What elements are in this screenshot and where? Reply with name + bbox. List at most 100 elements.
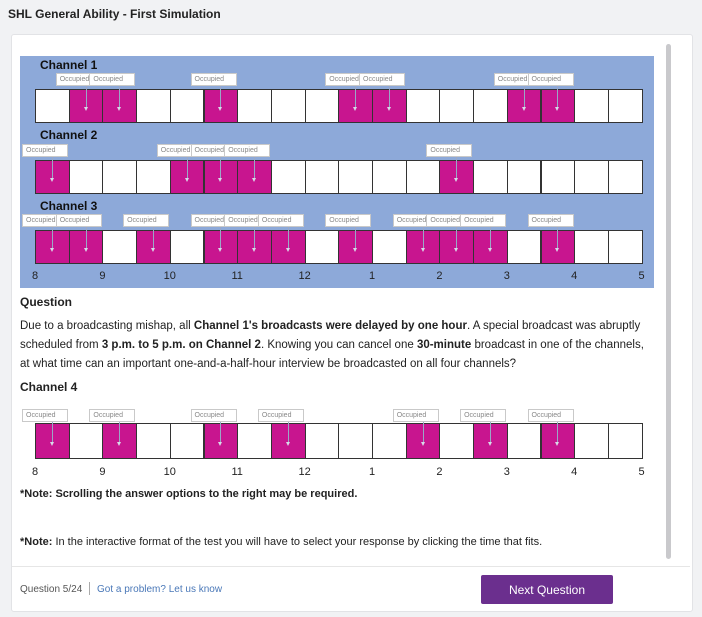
channel-3-free-slot bbox=[304, 230, 340, 264]
channel-3-pointer-arrow bbox=[252, 227, 257, 252]
channel-1-pointer-arrow bbox=[555, 86, 560, 111]
channel-1-pointer-arrow bbox=[353, 86, 358, 111]
channel-3-title: Channel 3 bbox=[40, 199, 98, 213]
scroll-note: *Note: Scrolling the answer options to t… bbox=[20, 488, 358, 500]
question-heading: Question bbox=[20, 295, 73, 309]
channel-3-pointer-arrow bbox=[150, 227, 155, 252]
channel-1-free-slot bbox=[574, 89, 609, 123]
schedule-time-tick: 4 bbox=[571, 270, 578, 282]
channel-3-pointer-arrow bbox=[420, 227, 425, 252]
channel-1-free-slot bbox=[439, 89, 475, 123]
channel-2-free-slot bbox=[540, 160, 576, 194]
channel-1-pointer-arrow bbox=[521, 86, 526, 111]
question-counter: Question 5/24 bbox=[20, 584, 83, 595]
channel-4-occupied-label: Occupied bbox=[527, 409, 574, 422]
channel-4-pointer-arrow bbox=[49, 422, 54, 446]
channel-4-free-slot[interactable] bbox=[237, 423, 272, 459]
app-title: SHL General Ability - First Simulation bbox=[8, 7, 221, 21]
channel-4-pointer-arrow bbox=[117, 422, 122, 446]
channel-4-occupied-label: Occupied bbox=[190, 409, 237, 422]
channel-4-free-slot[interactable] bbox=[68, 423, 104, 459]
footer-divider bbox=[12, 566, 690, 567]
channel-1-free-slot bbox=[405, 89, 441, 123]
question-emphasis: 3 p.m. to 5 p.m. on Channel 2 bbox=[101, 339, 261, 351]
channel-3-pointer-arrow bbox=[49, 227, 54, 252]
channel-4-occupied-label: Occupied bbox=[460, 409, 507, 422]
question-text-part: Due to a broadcasting mishap, all bbox=[20, 320, 194, 332]
schedule-time-tick: 11 bbox=[231, 270, 243, 282]
channel-4-free-slot[interactable] bbox=[136, 423, 171, 459]
channel-3-free-slot bbox=[102, 230, 138, 264]
channel-3-occupied-label: Occupied bbox=[527, 214, 574, 227]
question-emphasis: 30-minute bbox=[416, 339, 472, 351]
channel-3-occupied-label: Occupied bbox=[123, 214, 170, 227]
channel-4-pointer-arrow bbox=[555, 422, 560, 446]
channel-3-free-slot bbox=[506, 230, 542, 264]
channel4-time-tick: 9 bbox=[99, 466, 106, 478]
scrollbar[interactable] bbox=[666, 44, 671, 559]
channel-2-free-slot bbox=[372, 160, 407, 194]
schedule-time-tick: 8 bbox=[31, 270, 39, 282]
channel4-time-tick: 8 bbox=[31, 466, 39, 478]
schedule-time-tick: 10 bbox=[163, 270, 176, 282]
channel-3-free-slot bbox=[607, 230, 643, 264]
channel-2-free-slot bbox=[102, 160, 138, 194]
channel-1-free-slot bbox=[136, 89, 171, 123]
channel-4-free-slot[interactable] bbox=[372, 423, 407, 459]
channel-1-occupied-label: Occupied bbox=[89, 73, 136, 86]
channel-1-title: Channel 1 bbox=[40, 58, 98, 72]
channel-4-free-slot[interactable] bbox=[506, 423, 542, 459]
channel-4-free-slot[interactable] bbox=[607, 423, 643, 459]
schedule-time-tick: 12 bbox=[298, 270, 311, 282]
channel-3-occupied-label: Occupied bbox=[325, 214, 372, 227]
channel-4-pointer-arrow bbox=[285, 422, 290, 446]
channel-3-free-slot bbox=[169, 230, 205, 264]
channel-1-occupied-label: Occupied bbox=[527, 73, 574, 86]
channel-2-pointer-arrow bbox=[49, 157, 54, 182]
schedule-time-tick: 9 bbox=[99, 270, 106, 282]
channel-4-occupied-label: Occupied bbox=[392, 409, 439, 422]
schedule-time-tick: 1 bbox=[368, 270, 376, 282]
question-text-part: . A special broadcast was abruptly sched… bbox=[20, 320, 641, 351]
channel-1-occupied-label: Occupied bbox=[190, 73, 237, 86]
channel-2-free-slot bbox=[607, 160, 643, 194]
schedule-time-tick: 2 bbox=[436, 270, 443, 282]
channel4-time-tick: 10 bbox=[163, 466, 176, 478]
interactive-note-text: In the interactive format of the test yo… bbox=[52, 536, 543, 548]
channel-1-free-slot bbox=[473, 89, 508, 123]
channel-3-pointer-arrow bbox=[555, 227, 560, 252]
channel-2-pointer-arrow bbox=[218, 157, 223, 182]
channel-4-free-slot[interactable] bbox=[439, 423, 475, 459]
interactive-note-prefix: *Note: bbox=[20, 536, 53, 548]
channel-1-pointer-arrow bbox=[117, 86, 122, 111]
channel-4-occupied-label: Occupied bbox=[257, 409, 304, 422]
schedule-time-tick: 5 bbox=[638, 270, 645, 282]
channel-2-pointer-arrow bbox=[252, 157, 257, 182]
channel-4-pointer-arrow bbox=[487, 422, 492, 446]
next-question-button[interactable]: Next Question bbox=[481, 575, 613, 604]
problem-link[interactable]: Got a problem? Let us know bbox=[97, 584, 223, 595]
channel-4-pointer-arrow bbox=[218, 422, 223, 446]
channel-4-pointer-arrow bbox=[420, 422, 425, 446]
channel4-time-tick: 2 bbox=[436, 466, 443, 478]
channel-1-pointer-arrow bbox=[83, 86, 88, 111]
footer-separator bbox=[89, 582, 90, 595]
channel-2-free-slot bbox=[405, 160, 441, 194]
channel-3-pointer-arrow bbox=[218, 227, 223, 252]
channel-3-occupied-label: Occupied bbox=[257, 214, 304, 227]
channel4-time-tick: 11 bbox=[231, 466, 243, 478]
channel-2-free-slot bbox=[68, 160, 104, 194]
channel4-time-tick: 5 bbox=[638, 466, 645, 478]
channel4-heading: Channel 4 bbox=[20, 380, 78, 394]
channel-3-pointer-arrow bbox=[454, 227, 459, 252]
channel-4-free-slot[interactable] bbox=[574, 423, 609, 459]
channel-4-free-slot[interactable] bbox=[304, 423, 340, 459]
channel-3-pointer-arrow bbox=[285, 227, 290, 252]
channel-1-free-slot bbox=[607, 89, 643, 123]
channel-2-free-slot bbox=[473, 160, 508, 194]
channel-2-occupied-label: Occupied bbox=[426, 144, 473, 157]
channel-3-pointer-arrow bbox=[487, 227, 492, 252]
channel-4-free-slot[interactable] bbox=[338, 423, 373, 459]
channel4-time-tick: 1 bbox=[368, 466, 376, 478]
channel-4-free-slot[interactable] bbox=[169, 423, 205, 459]
